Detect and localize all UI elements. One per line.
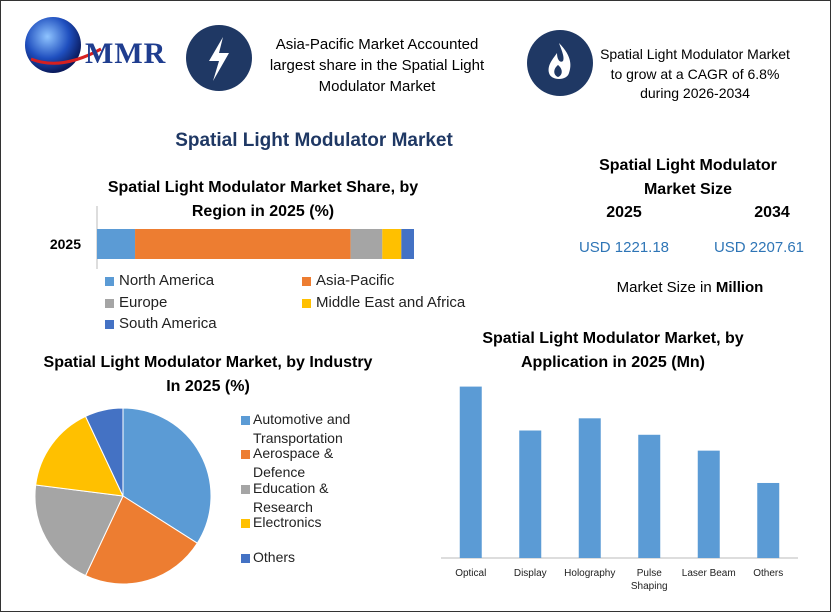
lightning-icon xyxy=(209,37,229,81)
x-tick-label: Pulse Shaping xyxy=(630,568,668,592)
bar xyxy=(459,386,482,558)
chart-title: Spatial Light Modulator Market Share, by… xyxy=(107,179,419,220)
chart-title: Spatial Light Modulator Market, by Appli… xyxy=(482,330,744,371)
legend-swatch xyxy=(302,277,311,286)
bar-segment xyxy=(97,229,136,259)
flame-icon xyxy=(548,43,571,79)
market-value: USD 2207.61 xyxy=(713,239,805,256)
bar xyxy=(519,430,542,558)
pie-slice xyxy=(35,415,124,497)
chart-title: Spatial Light Modulator Market, by Indus… xyxy=(43,354,373,395)
legend-swatch xyxy=(105,298,114,308)
bar-segment xyxy=(350,229,383,259)
legend-swatch xyxy=(105,277,114,286)
legend-swatch xyxy=(241,519,250,528)
category-label: 2025 xyxy=(49,236,81,252)
market-size-title: Spatial Light Modulator Market Size xyxy=(599,157,777,198)
pie-slice xyxy=(84,495,198,585)
legend-label: Europe xyxy=(119,293,168,311)
x-tick-label: Others xyxy=(753,568,784,579)
page-title: Spatial Light Modulator Market xyxy=(175,130,453,151)
bar-segment xyxy=(401,229,414,259)
x-tick-label: Display xyxy=(513,568,547,579)
unit-note: Market Size in Million xyxy=(590,279,790,296)
legend-swatch xyxy=(241,416,250,425)
legend-label: North America xyxy=(119,272,215,289)
info-text: Spatial Light Modulator Market to grow a… xyxy=(600,46,790,101)
legend-swatch xyxy=(105,320,114,329)
bar xyxy=(638,434,661,558)
legend-swatch xyxy=(241,485,250,494)
x-tick-label: Holography xyxy=(564,568,616,579)
bar xyxy=(578,418,601,558)
pie-slice xyxy=(84,407,124,497)
bar xyxy=(757,482,780,558)
legend-swatch xyxy=(302,298,311,308)
x-tick-label: Laser Beam xyxy=(681,568,736,579)
logo-text: MMR xyxy=(85,37,167,70)
legend-label: Middle East and Africa xyxy=(316,293,466,311)
info-text: Asia-Pacific Market Accounted largest sh… xyxy=(269,36,485,95)
legend-label: Electronics xyxy=(253,514,322,530)
legend-label: Aerospace & Defence xyxy=(253,445,334,480)
legend-label: Others xyxy=(253,549,296,565)
unit-note-text: Market Size in xyxy=(616,279,712,296)
pie-slice xyxy=(34,484,124,577)
legend-label: South America xyxy=(119,315,217,332)
logo-swoosh xyxy=(30,47,102,65)
legend-swatch xyxy=(241,450,250,459)
year-label: 2034 xyxy=(754,204,790,221)
bar-segment xyxy=(135,229,351,259)
logo-globe xyxy=(25,17,81,73)
year-label: 2025 xyxy=(606,204,642,221)
legend-label: Education & Research xyxy=(253,480,329,515)
flame-inner xyxy=(554,65,562,77)
x-tick-label: Optical xyxy=(455,568,487,579)
legend-swatch xyxy=(241,554,250,563)
market-value: USD 1221.18 xyxy=(578,239,670,256)
legend-label: Asia-Pacific xyxy=(316,272,395,289)
unit-text: Million xyxy=(715,279,764,296)
legend-label: Automotive and Transportation xyxy=(253,411,351,446)
bar xyxy=(697,450,720,558)
bar-segment xyxy=(382,229,402,259)
